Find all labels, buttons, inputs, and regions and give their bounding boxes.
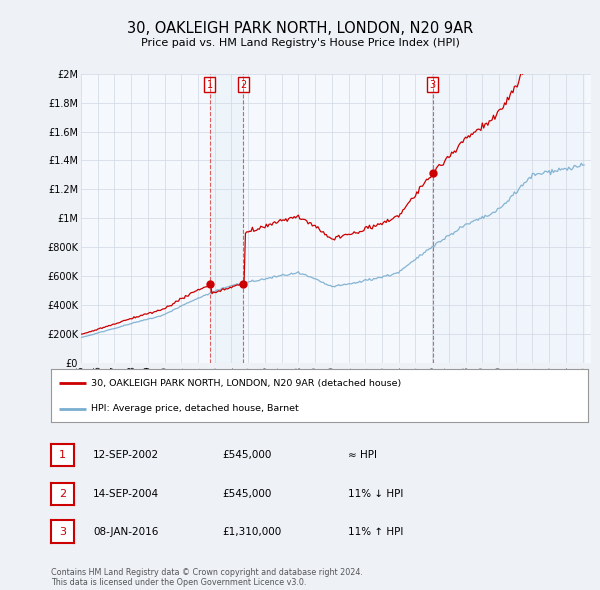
Text: ≈ HPI: ≈ HPI — [348, 450, 377, 460]
Bar — [210, 74, 244, 363]
Text: Contains HM Land Registry data © Crown copyright and database right 2024.
This d: Contains HM Land Registry data © Crown c… — [51, 568, 363, 587]
Text: 30, OAKLEIGH PARK NORTH, LONDON, N20 9AR (detached house): 30, OAKLEIGH PARK NORTH, LONDON, N20 9AR… — [91, 379, 401, 388]
Text: 1: 1 — [207, 80, 213, 90]
Text: 11% ↑ HPI: 11% ↑ HPI — [348, 527, 403, 536]
Text: 14-SEP-2004: 14-SEP-2004 — [93, 489, 159, 499]
Text: 2: 2 — [240, 80, 247, 90]
Text: 08-JAN-2016: 08-JAN-2016 — [93, 527, 158, 536]
Text: £545,000: £545,000 — [222, 450, 271, 460]
Text: Price paid vs. HM Land Registry's House Price Index (HPI): Price paid vs. HM Land Registry's House … — [140, 38, 460, 48]
Text: £545,000: £545,000 — [222, 489, 271, 499]
Text: 1: 1 — [59, 450, 66, 460]
Text: 11% ↓ HPI: 11% ↓ HPI — [348, 489, 403, 499]
Text: 12-SEP-2002: 12-SEP-2002 — [93, 450, 159, 460]
Text: HPI: Average price, detached house, Barnet: HPI: Average price, detached house, Barn… — [91, 404, 299, 413]
Bar — [433, 74, 584, 363]
Text: £1,310,000: £1,310,000 — [222, 527, 281, 536]
Text: 3: 3 — [430, 80, 436, 90]
Text: 30, OAKLEIGH PARK NORTH, LONDON, N20 9AR: 30, OAKLEIGH PARK NORTH, LONDON, N20 9AR — [127, 21, 473, 35]
Text: 3: 3 — [59, 527, 66, 536]
Text: 2: 2 — [59, 489, 66, 499]
